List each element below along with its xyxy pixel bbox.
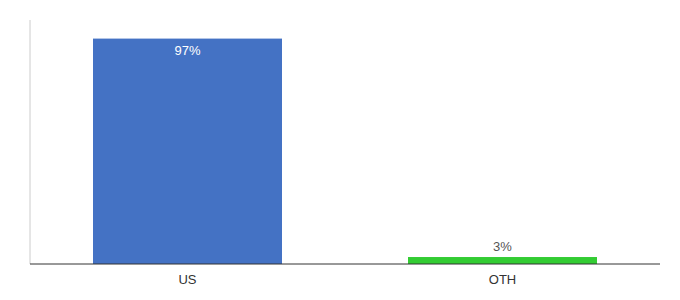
bars bbox=[93, 39, 597, 264]
chart: 97% 3% US OTH bbox=[0, 0, 680, 300]
y-axis-line bbox=[30, 20, 31, 264]
x-axis-line bbox=[30, 264, 660, 265]
bar bbox=[408, 257, 597, 264]
bar bbox=[93, 39, 282, 264]
data-label: 97% bbox=[174, 43, 200, 58]
x-tick-label: US bbox=[178, 272, 196, 287]
x-tick-labels: US OTH bbox=[178, 272, 516, 287]
x-tick-label: OTH bbox=[489, 272, 516, 287]
chart-container: 97% 3% US OTH bbox=[0, 0, 680, 300]
data-label: 3% bbox=[493, 239, 512, 254]
data-labels: 97% 3% bbox=[174, 43, 512, 254]
